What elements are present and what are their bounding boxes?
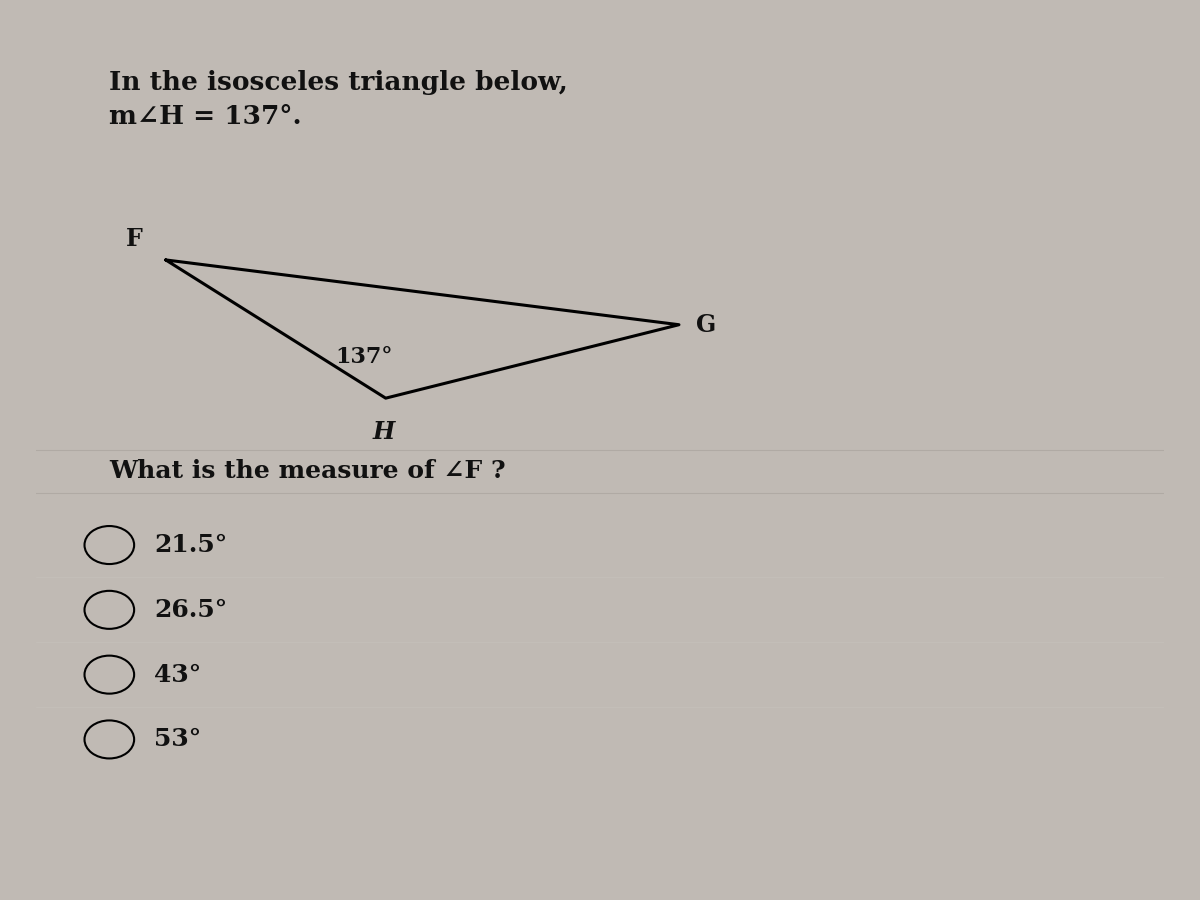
Text: H: H: [372, 419, 395, 444]
Text: What is the measure of ∠F ?: What is the measure of ∠F ?: [109, 459, 506, 482]
Text: In the isosceles triangle below,: In the isosceles triangle below,: [109, 70, 568, 94]
Text: 137°: 137°: [335, 346, 392, 368]
Text: G: G: [696, 312, 716, 337]
Text: F: F: [126, 228, 143, 251]
Text: 43°: 43°: [155, 662, 202, 687]
Text: m∠H = 137°.: m∠H = 137°.: [109, 104, 302, 130]
Text: 53°: 53°: [155, 727, 202, 752]
Text: 26.5°: 26.5°: [155, 598, 228, 622]
Text: 21.5°: 21.5°: [155, 533, 228, 557]
